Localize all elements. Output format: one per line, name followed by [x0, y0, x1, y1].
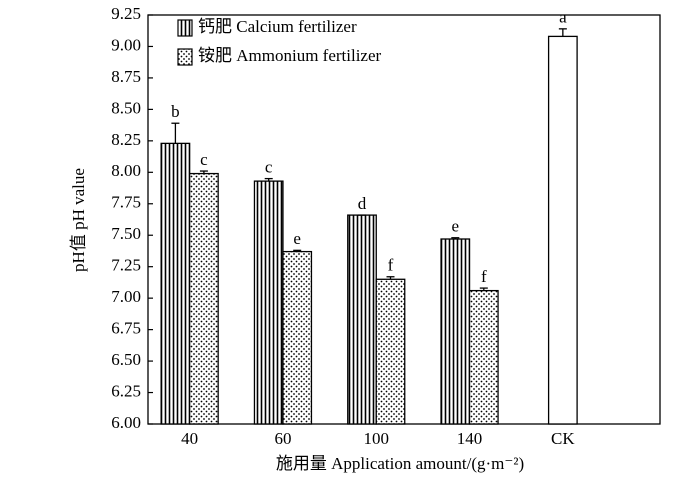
x-tick-label: 140 — [457, 429, 483, 448]
y-tick-label: 9.00 — [111, 35, 141, 54]
bar — [440, 238, 471, 425]
significance-letter: e — [452, 217, 460, 236]
y-tick-label: 7.00 — [111, 287, 141, 306]
y-tick-label: 8.50 — [111, 98, 141, 117]
y-axis-label: pH值 pH value — [69, 168, 88, 272]
significance-letter: e — [293, 229, 301, 248]
bar — [282, 250, 313, 425]
y-tick-label: 7.75 — [111, 193, 141, 212]
x-tick-label: 60 — [274, 429, 291, 448]
bar — [347, 214, 377, 425]
y-tick-label: 8.00 — [111, 161, 141, 180]
bar — [375, 278, 406, 425]
bar — [253, 180, 284, 425]
x-tick-label: 100 — [364, 429, 390, 448]
x-tick-label: CK — [551, 429, 575, 448]
legend-label: 铵肥 Ammonium fertilizer — [198, 46, 382, 65]
y-tick-label: 6.50 — [111, 350, 141, 369]
significance-letter: d — [358, 194, 367, 213]
significance-letter: b — [171, 102, 180, 121]
y-tick-label: 6.25 — [111, 381, 141, 400]
significance-letter: f — [481, 267, 487, 286]
y-tick-label: 8.75 — [111, 67, 141, 86]
significance-letter: c — [200, 150, 208, 169]
y-tick-label: 7.50 — [111, 224, 141, 243]
legend-label: 钙肥 Calcium fertilizer — [198, 17, 357, 36]
y-tick-label: 6.00 — [111, 413, 141, 432]
bar — [547, 35, 578, 425]
significance-letter: c — [265, 158, 273, 177]
bar — [468, 289, 499, 425]
significance-letter: f — [388, 256, 394, 275]
x-axis-label: 施用量 Application amount/(g·m⁻²) — [276, 454, 524, 473]
legend-swatch — [177, 19, 193, 37]
y-tick-label: 6.75 — [111, 319, 141, 338]
x-tick-label: 40 — [181, 429, 198, 448]
significance-letter: a — [559, 8, 567, 27]
bar — [188, 172, 219, 425]
bar — [160, 142, 191, 425]
y-tick-label: 9.25 — [111, 4, 141, 23]
y-tick-label: 7.25 — [111, 256, 141, 275]
y-tick-label: 8.25 — [111, 130, 141, 149]
legend-swatch — [177, 48, 193, 66]
